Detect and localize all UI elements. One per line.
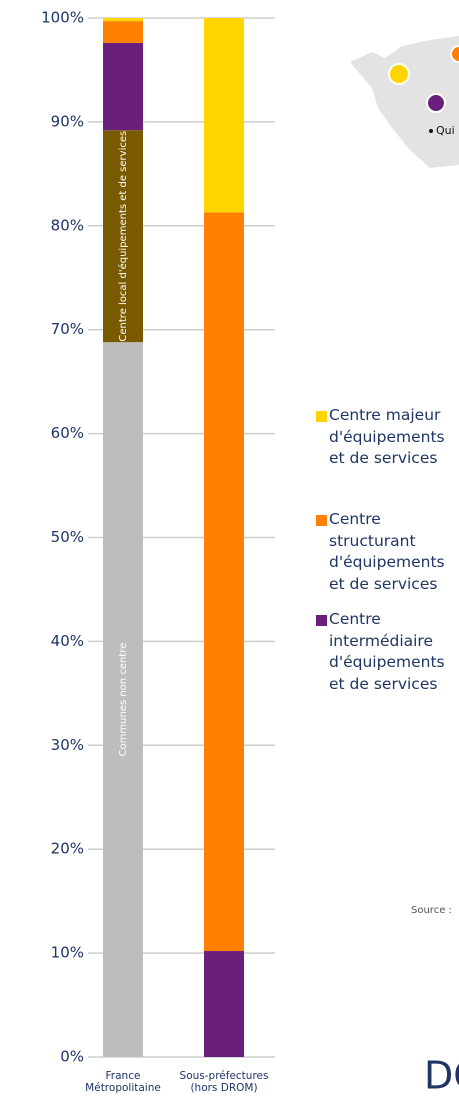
legend-label-box: Centre structurant d'équipements et de s… <box>329 510 445 593</box>
y-tick-label: 70% <box>51 320 84 338</box>
map-label: Qui <box>436 124 455 137</box>
bar-segment <box>204 18 244 213</box>
x-tick-label: France Métropolitaine <box>85 1070 161 1094</box>
segment-label: Communes non centre <box>118 643 129 757</box>
legend-label: Centre structurant d'équipements et de s… <box>329 510 445 593</box>
y-tick-label: 30% <box>51 736 84 754</box>
y-tick-label: 80% <box>51 216 84 234</box>
x-tick-label: Sous-préfectures (hors DROM) <box>179 1070 269 1094</box>
legend-label: Centre majeur d'équipements et de servic… <box>329 406 445 467</box>
y-tick-label: 90% <box>51 112 84 130</box>
y-tick-label: 100% <box>41 9 84 27</box>
segment-label: Centre local d'équipements et de service… <box>117 131 129 342</box>
bar-segment <box>204 212 244 952</box>
y-tick-label: 20% <box>51 840 84 858</box>
bar-segment <box>103 21 143 43</box>
y-tick-label: 50% <box>51 528 84 546</box>
legend-swatch <box>316 515 327 526</box>
x-tick-label-box: France Métropolitaine <box>85 1070 161 1094</box>
y-tick-label: 40% <box>51 632 84 650</box>
legend-label: Centre intermédiaire d'équipements et de… <box>329 610 445 693</box>
map <box>350 36 459 168</box>
bar-segment <box>103 342 143 1058</box>
bar-segment <box>103 18 143 22</box>
footer: DO <box>424 1054 459 1097</box>
source: Source : <box>411 905 452 916</box>
bar-segment <box>103 130 143 343</box>
legend-label-box: Centre intermédiaire d'équipements et de… <box>329 610 445 693</box>
legend-swatch <box>316 411 327 422</box>
x-tick-label-box: Sous-préfectures (hors DROM) <box>179 1070 269 1094</box>
bar-segment <box>103 42 143 131</box>
bar-segment <box>204 951 244 1057</box>
y-tick-label: 0% <box>60 1048 84 1066</box>
legend-label-box: Centre majeur d'équipements et de servic… <box>329 406 445 467</box>
y-tick-label: 60% <box>51 424 84 442</box>
y-tick-label: 10% <box>51 944 84 962</box>
legend-swatch <box>316 615 327 626</box>
